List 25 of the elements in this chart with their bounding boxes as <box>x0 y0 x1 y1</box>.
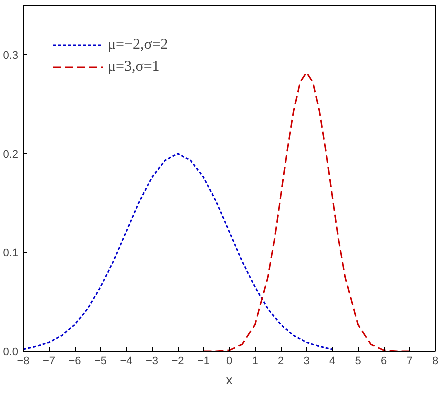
legend-label: μ=3,σ=1 <box>108 58 160 76</box>
x-tick-label: 2 <box>278 356 284 368</box>
x-tick-label: −6 <box>68 356 82 368</box>
x-tick-label: 0 <box>226 356 233 368</box>
x-tick-label: 6 <box>380 356 388 368</box>
x-tick-label: −5 <box>94 356 108 368</box>
x-tick-label: −8 <box>17 356 30 368</box>
x-tick-label: 1 <box>252 356 258 368</box>
x-tick-label: 8 <box>432 356 439 368</box>
x-tick-label: −1 <box>197 356 210 368</box>
x-axis-title: x <box>226 372 234 388</box>
x-tick-label: −4 <box>120 356 133 368</box>
x-tick-label: 4 <box>329 356 336 368</box>
y-tick-label: 0.2 <box>3 148 19 161</box>
x-tick-label: −3 <box>146 356 159 368</box>
y-tick-label: 0.3 <box>3 50 19 62</box>
x-tick-label: 7 <box>406 356 413 368</box>
line-series <box>24 153 334 350</box>
y-tick-label: 0.0 <box>3 346 19 358</box>
x-tick-label: 3 <box>304 356 310 368</box>
x-tick-label: −2 <box>172 356 184 368</box>
y-tick-label: 0.1 <box>3 248 19 260</box>
x-tick-label: −7 <box>42 356 56 368</box>
legend-label: μ=−2,σ=2 <box>108 36 168 54</box>
x-tick-label: 5 <box>355 356 362 368</box>
